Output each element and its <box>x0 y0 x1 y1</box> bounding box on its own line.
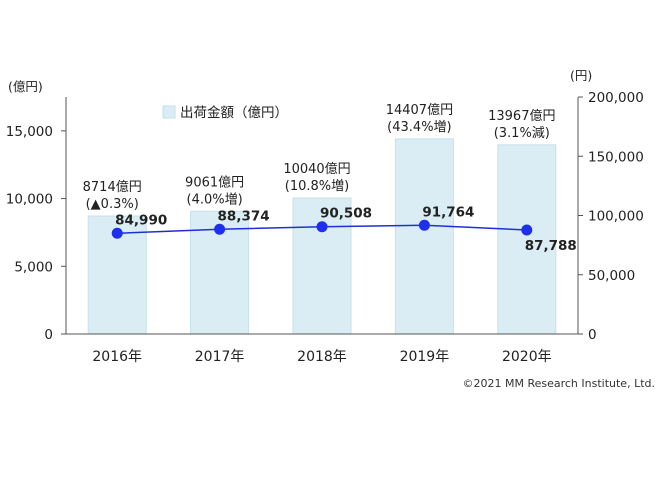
category-label-1: 2017年 <box>195 349 245 365</box>
left-tick-label-0: 0 <box>44 327 53 343</box>
category-label-4: 2020年 <box>502 349 552 365</box>
bar-label-amount-4: 13967億円 <box>488 108 555 124</box>
left-axis-unit: (億円) <box>8 79 43 94</box>
legend-label: 出荷金額（億円） <box>180 105 288 121</box>
bar-label-change-3: (43.4%増) <box>387 120 451 135</box>
axes <box>65 97 579 335</box>
price-label-3: 91,764 <box>422 204 474 220</box>
bar-label-amount-2: 10040億円 <box>283 161 350 177</box>
price-labels: 84,990 88,374 90,508 91,764 87,788 <box>115 204 577 254</box>
right-axis-ticks: 0 50,000 100,000 150,000 200,000 <box>578 90 644 343</box>
category-labels: 2016年 2017年 2018年 2019年 2020年 <box>92 349 551 365</box>
right-tick-label-1: 50,000 <box>588 268 635 284</box>
right-axis-unit: (円) <box>570 68 592 83</box>
left-tick-label-3: 15,000 <box>6 124 53 140</box>
bar-label-amount-0: 8714億円 <box>83 179 142 195</box>
price-point-2 <box>316 221 328 233</box>
right-tick-label-0: 0 <box>588 327 597 343</box>
right-tick-label-3: 150,000 <box>588 149 644 165</box>
price-label-2: 90,508 <box>320 206 372 222</box>
legend: 出荷金額（億円） <box>162 105 288 121</box>
price-label-1: 88,374 <box>218 208 270 224</box>
price-point-0 <box>111 227 123 239</box>
left-tick-label-1: 5,000 <box>14 259 53 275</box>
price-point-4 <box>521 224 533 236</box>
price-label-4: 87,788 <box>525 238 577 254</box>
price-label-0: 84,990 <box>115 212 167 228</box>
category-label-0: 2016年 <box>92 349 142 365</box>
bar-label-change-0: (▲0.3%) <box>86 197 139 212</box>
bar-3 <box>394 138 454 335</box>
bar-label-change-1: (4.0%増) <box>187 192 243 207</box>
category-label-2: 2018年 <box>297 349 347 365</box>
bar-labels: 8714億円 (▲0.3%) 9061億円 (4.0%増) 10040億円 (10.8%増… <box>83 102 556 212</box>
right-tick-label-4: 200,000 <box>588 90 644 106</box>
price-point-1 <box>214 223 226 235</box>
bar-label-amount-1: 9061億円 <box>185 174 244 190</box>
bar-label-amount-3: 14407億円 <box>386 102 453 118</box>
price-line <box>111 219 533 239</box>
price-point-3 <box>418 219 430 231</box>
bar-label-change-2: (10.8%増) <box>285 179 349 194</box>
legend-swatch <box>162 105 176 119</box>
bar-label-change-4: (3.1%減) <box>494 125 550 141</box>
left-tick-label-2: 10,000 <box>6 192 53 208</box>
right-tick-label-2: 100,000 <box>588 209 644 225</box>
copyright: ©2021 MM Research Institute, Ltd. <box>462 377 655 390</box>
left-axis-ticks: 0 5,000 10,000 15,000 <box>6 124 66 343</box>
category-label-3: 2019年 <box>400 349 450 365</box>
